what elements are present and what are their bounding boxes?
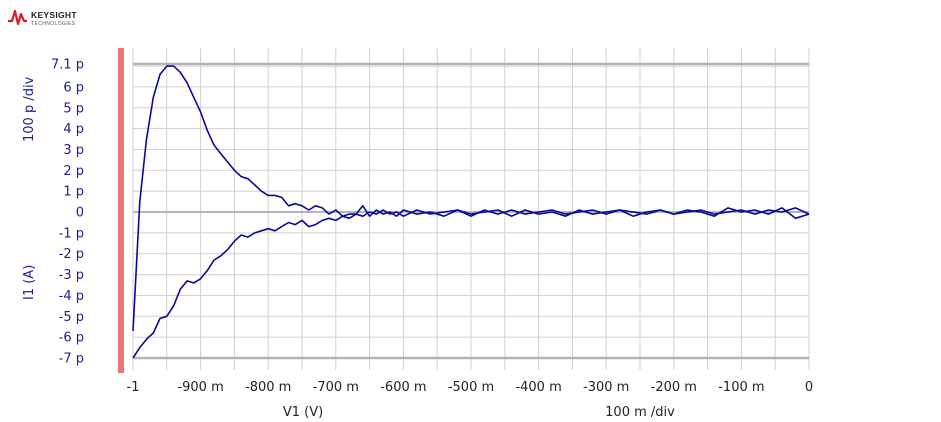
x-tick-label: -400 m: [515, 380, 561, 395]
series-lines: [132, 65, 810, 359]
x-tick-label: -1: [127, 380, 140, 395]
x-tick-label: -600 m: [380, 380, 426, 395]
y-tick-label: -7 p: [59, 352, 84, 367]
y-tick-label: 5 p: [63, 101, 84, 116]
x-tick-label: -500 m: [448, 380, 494, 395]
y-tick-label: 2 p: [63, 164, 84, 179]
y-tick-label: 1 p: [63, 185, 84, 200]
x-tick-label: -100 m: [718, 380, 764, 395]
series-line-2: [132, 207, 810, 359]
x-tick-label: -900 m: [177, 380, 223, 395]
y-tick-labels: 7.1 p 6 p 5 p 4 p 3 p 2 p 1 p 0 -1 p -2 p -3 p -4 p…: [51, 58, 84, 367]
logo-subtitle: TECHNOLOGIES: [31, 21, 76, 27]
x-axis-label: V1 (V): [283, 405, 323, 420]
y-tick-label: 3 p: [63, 143, 84, 158]
y-tick-label: -4 p: [59, 289, 84, 304]
y-tick-label: 0: [76, 206, 84, 221]
y-tick-label: 7.1 p: [51, 58, 84, 73]
x-tick-label: -700 m: [313, 380, 359, 395]
x-tick-label: 0: [805, 380, 813, 395]
y-tick-label: -3 p: [59, 268, 84, 283]
x-tick-labels: -1 -900 m -800 m -700 m -600 m -500 m -400 m -3…: [127, 380, 814, 395]
grid-lines: [132, 48, 810, 370]
y-tick-label: 4 p: [63, 122, 84, 137]
y-div-label: 100 p /div: [22, 76, 37, 142]
keysight-logo: KEYSIGHT TECHNOLOGIES: [8, 9, 77, 27]
y-tick-label: -2 p: [59, 247, 84, 262]
x-tick-label: -300 m: [583, 380, 629, 395]
x-div-label: 100 m /div: [605, 405, 675, 420]
x-tick-label: -800 m: [245, 380, 291, 395]
left-axis-marker: [118, 48, 124, 373]
y-axis-label: I1 (A): [22, 265, 37, 300]
y-tick-label: -5 p: [59, 310, 84, 325]
y-tick-label: -1 p: [59, 226, 84, 241]
series-line-1: [132, 65, 810, 331]
keysight-wave-icon: [8, 9, 27, 26]
y-tick-label: 6 p: [63, 80, 84, 95]
x-tick-label: -200 m: [651, 380, 697, 395]
logo-brand: KEYSIGHT: [31, 10, 77, 20]
y-tick-label: -6 p: [59, 331, 84, 346]
